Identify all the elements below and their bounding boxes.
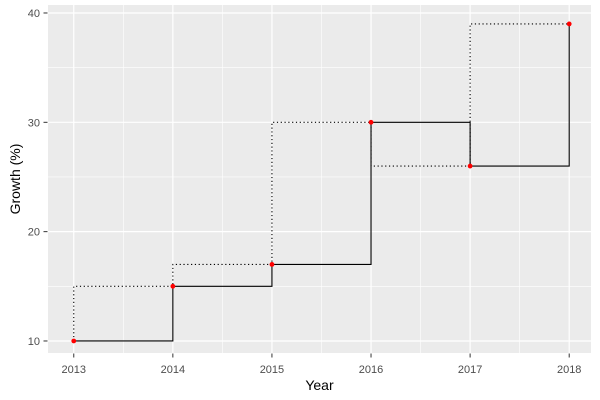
x-tick-label: 2014 [161,364,185,376]
plot-panel [48,5,591,353]
data-point [566,21,572,27]
y-tick-label: 10 [28,336,40,348]
y-tick-label: 20 [28,227,40,239]
x-tick-label: 2015 [260,364,284,376]
x-tick-label: 2016 [359,364,383,376]
x-tick-label: 2013 [62,364,86,376]
data-point [368,119,374,125]
y-tick-label: 40 [28,8,40,20]
y-tick-label: 30 [28,117,40,129]
step-hv-solid-line [73,23,570,342]
data-point [170,283,176,289]
data-point [71,338,77,344]
data-point [467,163,473,169]
x-tick-label: 2018 [557,364,581,376]
x-axis-title: Year [305,377,334,393]
y-axis-title: Growth (%) [7,143,23,215]
data-point [269,262,275,267]
x-tick-label: 2017 [458,364,482,376]
